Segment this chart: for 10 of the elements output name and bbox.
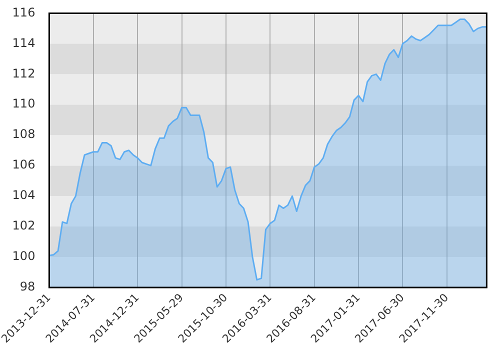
y-tick-label: 116: [12, 5, 36, 20]
y-tick-label: 102: [12, 218, 36, 233]
y-tick-label: 100: [12, 249, 36, 264]
y-tick-label: 112: [12, 66, 36, 80]
y-tick-label: 114: [12, 36, 36, 50]
y-tick-label: 98: [20, 280, 36, 294]
y-tick-label: 110: [12, 96, 36, 111]
y-tick-label: 106: [12, 158, 36, 172]
y-tick-label: 104: [12, 188, 36, 202]
y-tick-label: 108: [12, 127, 36, 142]
